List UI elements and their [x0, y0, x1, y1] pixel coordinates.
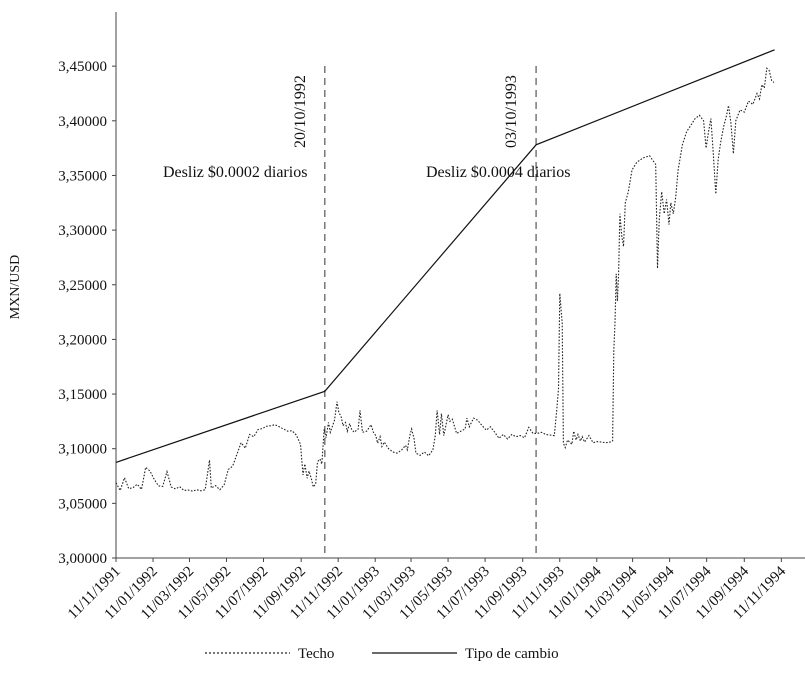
x-axis: 11/11/199111/01/199211/03/199211/05/1992…	[65, 557, 805, 623]
y-axis-label: MXN/USD	[8, 255, 23, 320]
y-tick-label: 3,05000	[58, 496, 107, 512]
series-line-techo	[115, 67, 775, 492]
legend-item-techo: Techo	[205, 646, 334, 662]
series-line-tipo-de-cambio	[115, 49, 775, 463]
reference-line-label: 03/10/1993	[503, 75, 520, 148]
annotation-slide-2: Desliz $0.0004 diarios	[426, 164, 570, 181]
y-tick-label: 3,00000	[58, 551, 107, 567]
legend-label-techo: Techo	[298, 646, 334, 662]
y-tick-label: 3,35000	[58, 168, 107, 184]
y-tick-label: 3,45000	[58, 59, 107, 75]
y-tick-label: 3,30000	[58, 223, 107, 239]
legend-item-tipo-de-cambio: Tipo de cambio	[372, 646, 559, 662]
series-lines	[115, 49, 775, 492]
legend-label-tipo-de-cambio: Tipo de cambio	[465, 646, 559, 662]
y-tick-label: 3,40000	[58, 114, 107, 130]
reference-line-label: 20/10/1992	[292, 75, 309, 148]
annotation-slide-1: Desliz $0.0002 diarios	[163, 164, 307, 181]
y-tick-label: 3,25000	[58, 278, 107, 294]
y-tick-label: 3,15000	[58, 387, 107, 403]
y-axis: 3,00000 3,05000 3,10000 3,15000 3,20000 3,250…	[58, 12, 117, 567]
x-tick-labels: 11/11/199111/01/199211/03/199211/05/1992…	[65, 558, 789, 623]
y-tick-labels: 3,00000 3,05000 3,10000 3,15000 3,20000 3,250…	[58, 59, 116, 567]
reference-lines: 20/10/1992 03/10/1993	[292, 66, 537, 558]
legend: Techo Tipo de cambio	[205, 646, 559, 662]
y-tick-label: 3,20000	[58, 332, 107, 348]
y-tick-label: 3,10000	[58, 442, 107, 458]
